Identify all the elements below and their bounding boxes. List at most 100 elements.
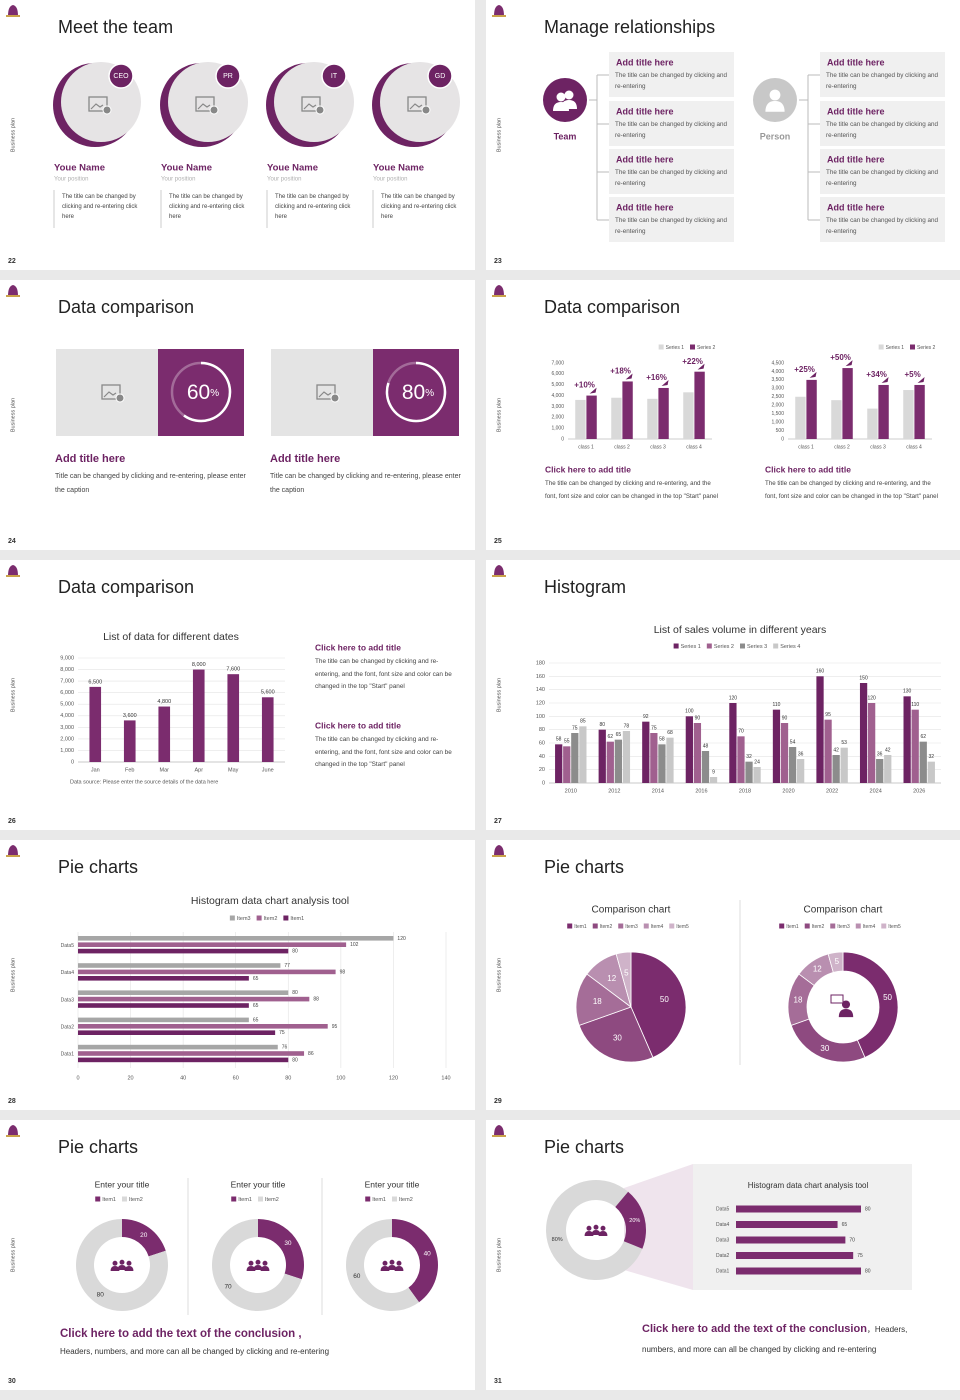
bar <box>927 761 935 783</box>
arrow-icon <box>917 376 925 383</box>
page-number: 26 <box>8 818 16 825</box>
value-label: 75 <box>651 725 657 731</box>
legend: Item1 Item2 Item3 Item4 Item5 <box>567 923 689 930</box>
slide-title: Pie charts <box>58 1137 138 1157</box>
badge-label: PR <box>223 73 233 80</box>
value-label: 9 <box>712 769 715 775</box>
person-icon <box>119 1259 125 1265</box>
bar <box>78 1030 276 1035</box>
legend-swatch <box>910 344 915 350</box>
x-tick-label: 2022 <box>826 788 838 794</box>
image-icon <box>101 384 121 400</box>
person-icon <box>593 1224 599 1230</box>
bar <box>650 733 658 783</box>
value-label: 80 <box>865 1268 871 1274</box>
y-tick-label: 3,500 <box>771 377 784 383</box>
logo <box>492 5 506 17</box>
card-title: Add title here <box>55 453 125 465</box>
bar <box>878 384 889 439</box>
person-icon <box>246 1266 256 1271</box>
slice-label: 50 <box>660 995 669 1004</box>
logo <box>6 15 20 17</box>
logo <box>492 1135 506 1137</box>
member-position: Your position <box>373 177 407 183</box>
value-label: 102 <box>350 942 359 948</box>
x-tick-label: Feb <box>125 767 134 773</box>
bar <box>736 1205 861 1213</box>
y-tick-label: 3,000 <box>60 725 74 731</box>
value-label: 80 <box>292 990 298 996</box>
item-text: The title can be changed by clicking and… <box>826 72 939 90</box>
chart-title: Enter your title <box>95 1179 150 1189</box>
item-box <box>609 197 734 242</box>
arrow-icon <box>661 379 669 386</box>
arrow-icon <box>809 371 817 378</box>
y-tick-label: 0 <box>561 436 564 442</box>
legend-label: Item4 <box>863 924 876 930</box>
item-box <box>820 101 945 146</box>
page-number: 28 <box>8 1098 16 1105</box>
value-label: 7,600 <box>226 667 240 673</box>
image-icon <box>315 105 325 115</box>
image-icon <box>115 393 125 403</box>
item-title: Add title here <box>616 57 674 67</box>
value-label: 75 <box>857 1253 863 1259</box>
person-icon <box>586 1225 592 1231</box>
bar <box>622 731 631 783</box>
x-tick-label: 2010 <box>565 788 577 794</box>
y-tick-label: 7,000 <box>60 679 74 685</box>
legend-label: Series 2 <box>714 644 734 650</box>
x-tick-label: 2012 <box>608 788 620 794</box>
legend: Item1 Item2 <box>231 1196 279 1203</box>
bar <box>78 990 289 995</box>
bar <box>78 976 249 981</box>
chart-title: List of sales volume in different years <box>654 624 827 636</box>
slide-canvas: Pie charts Business plan 30 Enter your titl… <box>6 1125 438 1385</box>
card-title: Add title here <box>270 453 340 465</box>
person-icon <box>841 1000 851 1009</box>
legend-label: Item3 <box>837 924 850 930</box>
item-title: Add title here <box>616 106 674 116</box>
chat-icon <box>830 994 844 1004</box>
value-label: 62 <box>608 734 614 740</box>
y-tick-label: 2,000 <box>771 403 784 409</box>
x-tick-label: Jan <box>91 767 100 773</box>
conclusion-text: ，Headers, numbers, and more can all be c… <box>642 1325 908 1354</box>
value-label: 110 <box>911 702 919 708</box>
group-label: Person <box>760 131 791 141</box>
legend-swatch <box>881 923 887 929</box>
value-label: 8,000 <box>192 662 206 668</box>
x-tick-label: 0 <box>76 1075 79 1081</box>
bar <box>89 686 102 762</box>
person-icon <box>765 101 785 112</box>
bar <box>123 720 136 762</box>
bar <box>914 384 925 439</box>
slice <box>258 1219 304 1280</box>
bar <box>78 969 336 975</box>
value-label: 120 <box>397 936 406 942</box>
person-icon <box>380 1266 390 1271</box>
slide-title: Pie charts <box>544 1137 624 1157</box>
bar <box>78 996 310 1002</box>
arrow-icon <box>625 373 633 380</box>
logo <box>6 565 20 577</box>
bar <box>903 696 911 783</box>
value-label: 65 <box>253 1017 259 1023</box>
item-title: Add title here <box>827 57 885 67</box>
y-tick-label: 1,000 <box>771 419 784 425</box>
legend-label: Item4 <box>651 924 664 930</box>
value-label: 70 <box>849 1237 855 1243</box>
y-tick-label: 1,500 <box>771 411 784 417</box>
sidebar-label: Business plan <box>10 678 16 712</box>
bar <box>729 703 737 783</box>
logo <box>8 1125 18 1136</box>
bar <box>736 1221 838 1228</box>
page-number: 25 <box>494 538 502 545</box>
bar <box>666 737 674 783</box>
x-tick-label: 2014 <box>652 788 664 794</box>
item-box <box>820 149 945 194</box>
legend-label: Series 2 <box>917 345 936 351</box>
logo <box>8 285 18 296</box>
slide-canvas: Manage relationships Business plan 23 Team A… <box>492 5 945 265</box>
